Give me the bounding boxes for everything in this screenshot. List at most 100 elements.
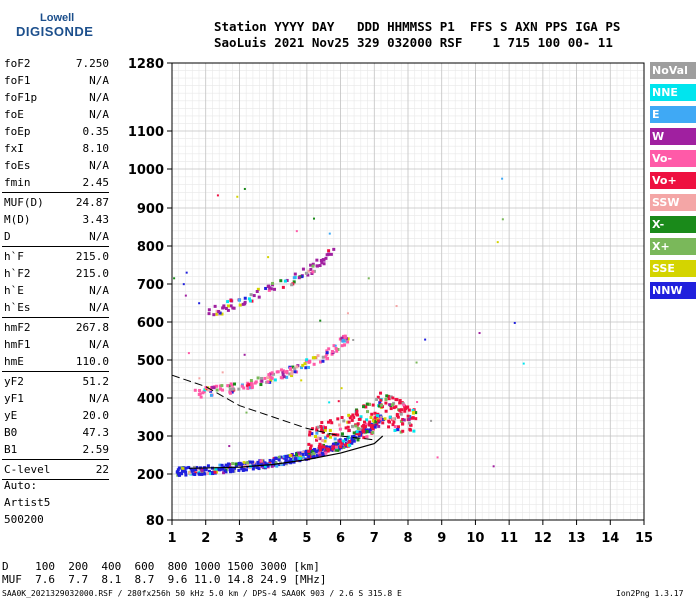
echo-dot xyxy=(222,471,226,475)
echo-dot xyxy=(407,421,411,425)
param-name: B0 xyxy=(4,426,18,439)
echo-dot xyxy=(189,467,193,471)
echo-dot xyxy=(229,469,233,473)
echo-dot xyxy=(297,451,301,455)
noise-dot xyxy=(430,419,433,422)
echo-dot xyxy=(344,337,348,341)
echo-dot xyxy=(275,464,279,468)
echo-dot xyxy=(290,374,294,378)
echo-dot xyxy=(191,468,195,472)
y-tick-label: 500 xyxy=(137,354,164,369)
echo-dot xyxy=(363,420,367,424)
echo-dot xyxy=(237,468,241,472)
auto-label: Auto: xyxy=(4,479,38,492)
echo-dot xyxy=(392,420,396,424)
echo-dot xyxy=(322,443,326,447)
echo-dot xyxy=(267,288,271,292)
echo-dot xyxy=(330,352,334,356)
muf-row: MUF 7.6 7.7 8.1 8.7 9.6 11.0 14.8 24.9 [… xyxy=(2,573,327,586)
x-tick-label: 15 xyxy=(635,531,653,546)
echo-dot xyxy=(291,365,295,369)
echo-dot xyxy=(207,308,211,312)
param-row: hmF2 267.8 xyxy=(4,319,109,336)
echo-dot xyxy=(336,417,340,421)
echo-dot xyxy=(218,463,222,467)
param-value: N/A xyxy=(89,230,109,243)
echo-dot xyxy=(281,370,285,374)
echo-dot xyxy=(365,435,369,439)
echo-dot xyxy=(324,436,328,440)
echo-dot xyxy=(188,471,192,475)
echo-dot xyxy=(274,456,278,460)
echo-dot xyxy=(311,450,315,454)
echo-dot xyxy=(229,298,233,302)
legend-item: W xyxy=(650,128,696,145)
echo-dot xyxy=(321,439,325,443)
param-name: yF1 xyxy=(4,392,24,405)
echo-dot xyxy=(368,420,372,424)
echo-dot xyxy=(250,386,254,390)
noise-dot xyxy=(243,353,246,356)
echo-dot xyxy=(241,463,245,467)
profile-curves xyxy=(171,374,384,469)
echo-dot xyxy=(231,469,235,473)
echo-dot xyxy=(293,272,297,276)
legend-item: X- xyxy=(650,216,696,233)
param-row: foF2 7.250 xyxy=(4,55,109,72)
echo-dot xyxy=(322,445,326,449)
echo-dot xyxy=(201,391,205,395)
echo-dot xyxy=(314,434,318,438)
param-value: N/A xyxy=(89,392,109,405)
noise-dot xyxy=(319,319,322,322)
echo-dot xyxy=(398,408,402,412)
noise-dot xyxy=(513,321,516,324)
echo-dot xyxy=(375,422,379,426)
echo-dot xyxy=(387,425,391,429)
echo-dot xyxy=(232,306,236,310)
echo-dot xyxy=(343,437,347,441)
echo-dot xyxy=(344,426,348,430)
echo-dot xyxy=(332,445,336,449)
echo-dot xyxy=(358,430,362,434)
echo-dot xyxy=(250,460,254,464)
param-value: 110.0 xyxy=(75,355,109,368)
echo-dot xyxy=(406,414,410,418)
echo-dot xyxy=(254,380,258,384)
echo-dot xyxy=(342,335,346,339)
echo-dot xyxy=(411,408,415,412)
echo-dot xyxy=(203,472,207,476)
echo-dot xyxy=(340,415,344,419)
echo-dot xyxy=(394,405,398,409)
param-value: 20.0 xyxy=(82,409,110,422)
echo-dot xyxy=(342,439,346,443)
param-value: N/A xyxy=(89,159,109,172)
echo-dot xyxy=(293,370,297,374)
echo-dot xyxy=(377,404,381,408)
param-value: 51.2 xyxy=(82,375,110,388)
echo-dot xyxy=(226,300,230,304)
param-row: B1 2.59 xyxy=(4,441,109,458)
echo-dot xyxy=(200,469,204,473)
echo-dot xyxy=(362,405,366,409)
legend-item: Vo- xyxy=(650,150,696,167)
echo-dot xyxy=(408,423,412,427)
echo-dot xyxy=(327,252,331,256)
echo-dot xyxy=(321,359,325,363)
echo-dot xyxy=(350,424,354,428)
echo-dot xyxy=(293,367,297,371)
param-value: N/A xyxy=(89,284,109,297)
echo-dot xyxy=(315,454,319,458)
echo-dot xyxy=(375,397,379,401)
echo-dot xyxy=(309,444,313,448)
noise-dot xyxy=(416,401,419,404)
echo-dot xyxy=(268,461,272,465)
echo-dot xyxy=(391,423,395,427)
echo-dot xyxy=(398,401,402,405)
echo-dot xyxy=(399,430,403,434)
echo-dot xyxy=(399,408,403,412)
echo-dot xyxy=(342,446,346,450)
echo-dot xyxy=(328,429,332,433)
param-name: hmF1 xyxy=(4,338,31,351)
echo-dot xyxy=(408,427,412,431)
echo-dot xyxy=(332,442,336,446)
